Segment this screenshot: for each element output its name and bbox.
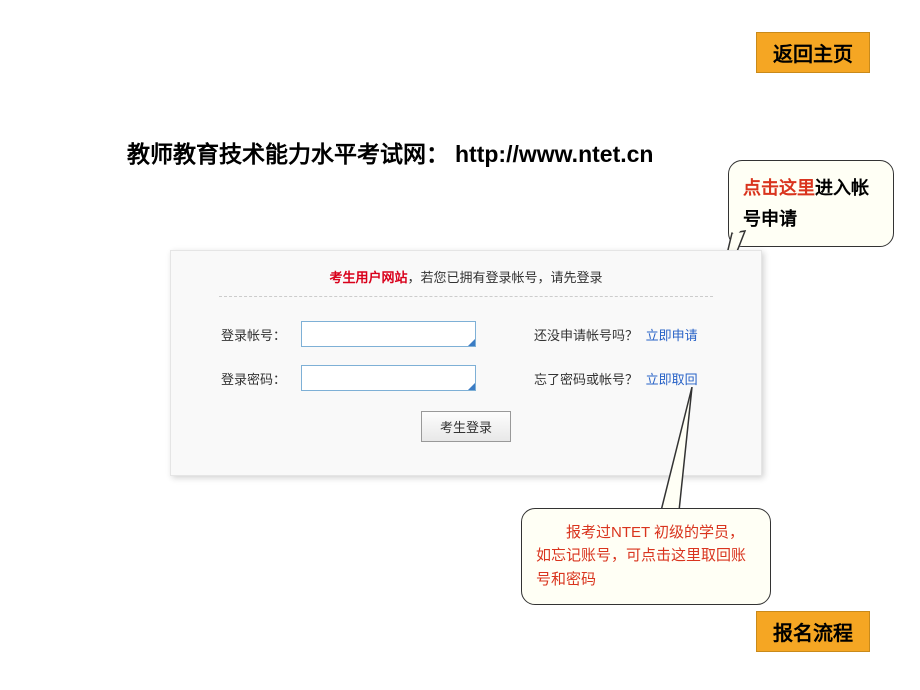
callout-apply-red: 点击这里 bbox=[743, 178, 815, 198]
callout-retrieve-ntet: NTET bbox=[611, 524, 650, 541]
back-home-button[interactable]: 返回主页 bbox=[756, 32, 870, 73]
account-label: 登录帐号： bbox=[221, 325, 301, 344]
login-submit-row: 考生登录 bbox=[171, 411, 761, 442]
title-prefix: 教师教育技术能力水平考试网： bbox=[127, 142, 449, 167]
callout-retrieve-text: 报考过NTET 初级的学员，如忘记账号，可点击这里取回账号和密码 bbox=[536, 525, 746, 588]
login-panel: 考生用户网站，若您已拥有登录帐号，请先登录 登录帐号： 还没申请帐号吗？ 立即申… bbox=[170, 250, 762, 476]
login-header-rest: ，若您已拥有登录帐号，请先登录 bbox=[408, 270, 603, 285]
callout-apply: 点击这里进入帐号申请 bbox=[728, 160, 894, 247]
password-input[interactable] bbox=[301, 365, 476, 391]
apply-link[interactable]: 立即申请 bbox=[646, 328, 698, 343]
login-header: 考生用户网站，若您已拥有登录帐号，请先登录 bbox=[219, 251, 713, 297]
forgot-label: 忘了密码或帐号？ bbox=[534, 372, 638, 387]
login-row-password: 登录密码： 忘了密码或帐号？ 立即取回 bbox=[171, 365, 761, 391]
password-label: 登录密码： bbox=[221, 369, 301, 388]
callout-retrieve-prefix: 报考过 bbox=[536, 525, 611, 541]
no-account-label: 还没申请帐号吗？ bbox=[534, 328, 638, 343]
signup-flow-button[interactable]: 报名流程 bbox=[756, 611, 870, 652]
login-header-red: 考生用户网站 bbox=[329, 270, 407, 285]
callout-retrieve: 报考过NTET 初级的学员，如忘记账号，可点击这里取回账号和密码 bbox=[521, 508, 771, 605]
account-input[interactable] bbox=[301, 321, 476, 347]
page-title: 教师教育技术能力水平考试网：http://www.ntet.cn bbox=[127, 135, 653, 169]
forgot-text: 忘了密码或帐号？ 立即取回 bbox=[534, 369, 698, 388]
title-url: http://www.ntet.cn bbox=[455, 141, 653, 167]
login-row-account: 登录帐号： 还没申请帐号吗？ 立即申请 bbox=[171, 321, 761, 347]
no-account-text: 还没申请帐号吗？ 立即申请 bbox=[534, 325, 698, 344]
retrieve-link[interactable]: 立即取回 bbox=[646, 372, 698, 387]
login-submit-button[interactable]: 考生登录 bbox=[421, 411, 511, 442]
